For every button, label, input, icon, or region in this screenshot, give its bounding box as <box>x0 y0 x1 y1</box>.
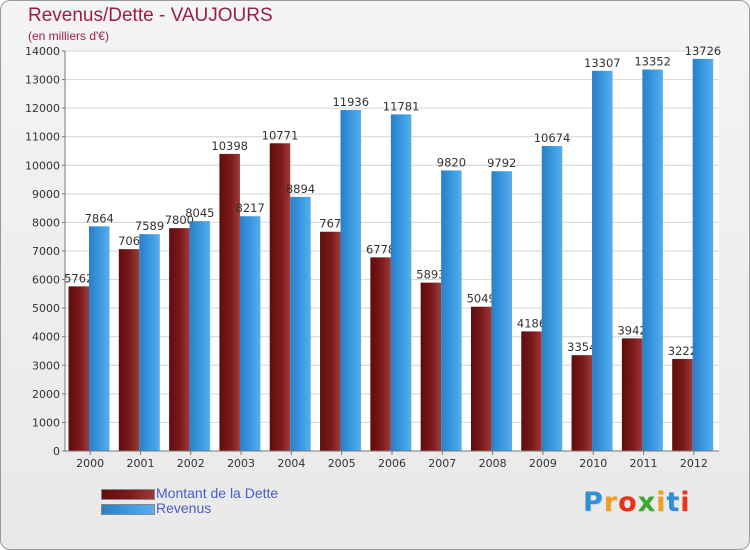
value-label-revenus: 7589 <box>135 219 164 233</box>
legend-swatch-dette <box>101 489 155 500</box>
value-label-revenus: 7864 <box>85 211 114 225</box>
value-label-dette: 3354 <box>567 340 596 354</box>
chart-subtitle: (en milliers d'€) <box>28 29 109 43</box>
legend-label-revenus: Revenus <box>156 500 212 516</box>
y-tick-label: 7000 <box>32 245 60 258</box>
value-label-dette: 4186 <box>517 316 546 330</box>
value-label-revenus: 8045 <box>185 206 214 220</box>
x-tick-label: 2006 <box>378 457 406 470</box>
chart-title: Revenus/Dette - VAUJOURS <box>28 5 273 26</box>
value-label-revenus: 11781 <box>383 99 420 113</box>
bar-revenus <box>139 234 160 451</box>
logo-letter: x <box>637 487 657 518</box>
x-tick-label: 2002 <box>177 457 205 470</box>
bar-revenus <box>89 226 110 451</box>
bar-dette <box>320 231 341 451</box>
y-tick-label: 3000 <box>32 359 60 372</box>
y-tick-label: 10000 <box>25 159 60 172</box>
bar-dette <box>470 306 492 451</box>
value-label-dette: 5049 <box>467 292 496 306</box>
bar-revenus <box>541 146 563 451</box>
y-tick-label: 1000 <box>32 416 60 429</box>
bar-dette <box>672 358 693 451</box>
value-label-revenus: 9820 <box>437 155 466 169</box>
bar-revenus <box>290 196 311 451</box>
y-tick-label: 14000 <box>25 45 60 58</box>
value-label-revenus: 8894 <box>286 182 315 196</box>
bar-dette <box>571 355 593 451</box>
value-label-dette: 7800 <box>165 213 194 227</box>
value-label-dette: 6778 <box>366 242 395 256</box>
value-label-dette: 706 <box>118 234 140 248</box>
value-label-revenus: 13352 <box>634 55 671 69</box>
bar-revenus <box>239 216 261 451</box>
legend-swatch-revenus <box>101 504 155 515</box>
x-tick-label: 2007 <box>428 457 456 470</box>
logo-letter: t <box>666 487 681 518</box>
value-label-revenus: 8217 <box>236 201 265 215</box>
y-tick-label: 11000 <box>25 131 60 144</box>
x-tick-label: 2000 <box>76 457 104 470</box>
x-tick-label: 2010 <box>579 457 607 470</box>
x-tick-label: 2004 <box>277 457 305 470</box>
x-tick-label: 2003 <box>227 457 255 470</box>
bar-dette <box>269 143 291 451</box>
x-tick-label: 2005 <box>328 457 356 470</box>
bar-revenus <box>340 109 362 451</box>
y-tick-label: 5000 <box>32 302 60 315</box>
x-tick-label: 2001 <box>126 457 154 470</box>
bar-dette <box>68 286 89 451</box>
value-label-dette: 10771 <box>262 128 299 142</box>
y-tick-label: 8000 <box>32 216 60 229</box>
value-label-revenus: 10674 <box>534 131 571 145</box>
value-label-revenus: 9792 <box>487 156 516 170</box>
legend-label-dette: Montant de la Dette <box>156 485 279 501</box>
bar-revenus <box>441 170 462 451</box>
bar-dette <box>169 228 190 451</box>
value-label-dette: 5893 <box>416 268 445 282</box>
bar-revenus <box>592 70 613 452</box>
bar-dette <box>370 257 391 451</box>
bar-revenus <box>189 221 211 451</box>
bar-dette <box>118 249 140 451</box>
x-tick-label: 2008 <box>479 457 507 470</box>
bar-revenus <box>491 171 512 451</box>
x-tick-label: 2012 <box>680 457 708 470</box>
value-label-dette: 767 <box>319 217 341 231</box>
value-label-dette: 3942 <box>617 323 646 337</box>
y-tick-label: 12000 <box>25 102 60 115</box>
value-label-dette: 10398 <box>211 139 248 153</box>
value-label-revenus: 13307 <box>584 56 621 70</box>
value-label-dette: 5762 <box>64 271 93 285</box>
bar-dette <box>521 331 542 451</box>
logo-letter: o <box>618 487 638 518</box>
x-tick-label: 2011 <box>630 457 658 470</box>
bar-dette <box>219 153 240 451</box>
y-tick-label: 13000 <box>25 74 60 87</box>
logo-letter: i <box>656 487 667 518</box>
logo-letter: r <box>603 487 619 518</box>
logo-letter: i <box>680 487 691 518</box>
y-tick-label: 2000 <box>32 388 60 401</box>
value-label-dette: 3222 <box>668 344 697 358</box>
bar-dette <box>621 338 643 451</box>
value-label-revenus: 11936 <box>332 95 369 109</box>
y-tick-label: 6000 <box>32 274 60 287</box>
bar-dette <box>420 282 442 451</box>
proxiti-logo: Proxiti <box>583 487 691 518</box>
x-tick-label: 2009 <box>529 457 557 470</box>
value-label-revenus: 13726 <box>685 44 722 58</box>
bar-revenus <box>642 69 663 451</box>
y-tick-label: 9000 <box>32 188 60 201</box>
bar-revenus <box>692 58 714 451</box>
y-tick-label: 0 <box>53 445 60 458</box>
y-tick-label: 4000 <box>32 331 60 344</box>
logo-letter: P <box>583 487 604 518</box>
bar-revenus <box>390 114 412 452</box>
